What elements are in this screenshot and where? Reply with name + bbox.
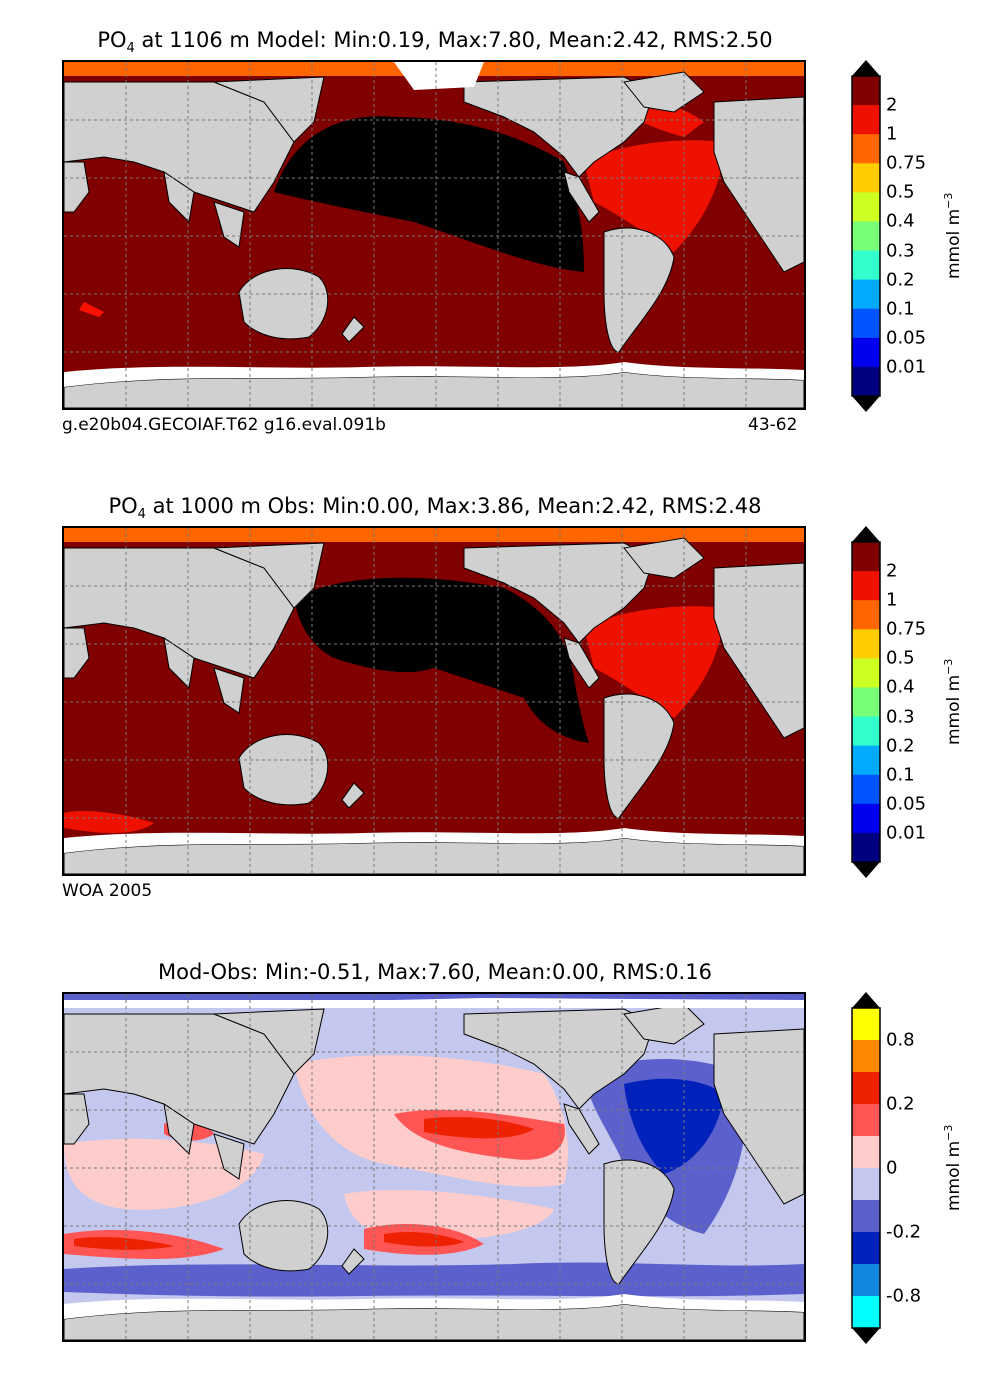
colorbar-tick-label: 0.2 <box>886 1093 915 1115</box>
colorbar-extend-bottom <box>852 396 880 412</box>
colorbar-tick-label: 0.01 <box>886 356 927 378</box>
colorbar-tick-label: 0.4 <box>886 676 915 698</box>
colorbar-tick-label: 0 <box>886 1157 898 1179</box>
colorbar-tick-label: -0.2 <box>886 1221 922 1243</box>
colorbar-unit: mmol m−3 <box>942 658 964 746</box>
colorbar-tick-label: 1 <box>886 589 898 611</box>
colorbar-tick-label: 0.75 <box>886 618 927 640</box>
colorbar-tick-label: 0.5 <box>886 181 915 203</box>
obs-map-plot <box>64 528 804 874</box>
colorbar-unit: mmol m−3 <box>942 1124 964 1212</box>
colorbar-swatch <box>852 221 880 252</box>
colorbar-extend-bottom <box>852 862 880 878</box>
panel-title: PO4 at 1000 m Obs: Min:0.00, Max:3.86, M… <box>108 494 762 523</box>
colorbar-swatch <box>852 105 880 135</box>
colorbar-unit: mmol m−3 <box>942 192 964 280</box>
colorbar-tick-label: 0.5 <box>886 647 915 669</box>
colorbar-swatch <box>852 571 880 601</box>
colorbar-swatch <box>852 192 880 222</box>
colorbar <box>851 60 881 412</box>
colorbar-extend-top <box>852 992 880 1008</box>
colorbar-swatch <box>852 1296 880 1329</box>
colorbar-swatch <box>852 832 880 863</box>
colorbar-swatch <box>852 745 880 776</box>
colorbar-frame <box>851 1007 881 1329</box>
diff-panel: Mod-Obs: Min:-0.51, Max:7.60, Mean:0.00,… <box>0 932 995 1372</box>
colorbar-swatch <box>852 308 880 339</box>
year-range: 43-62 <box>748 415 798 435</box>
diff-map <box>62 992 806 1342</box>
colorbar-tick-label: 0.3 <box>886 706 915 728</box>
colorbar-swatch <box>852 1136 880 1169</box>
model-map-plot <box>64 62 804 408</box>
colorbar-swatch <box>852 1072 880 1105</box>
colorbar-tick-label: 0.4 <box>886 210 915 232</box>
colorbar-svg <box>851 992 881 1344</box>
colorbar-tick-label: -0.8 <box>886 1285 922 1307</box>
colorbar-swatch <box>852 76 880 106</box>
panel-title: Mod-Obs: Min:-0.51, Max:7.60, Mean:0.00,… <box>158 960 712 984</box>
diff-map-plot <box>64 994 804 1340</box>
model-map <box>62 60 806 410</box>
colorbar-svg <box>851 526 881 878</box>
colorbar-tick-label: 0.1 <box>886 764 915 786</box>
colorbar-tick-label: 0.75 <box>886 152 927 174</box>
colorbar-swatch <box>852 629 880 659</box>
colorbar-swatch <box>852 1104 880 1137</box>
colorbar <box>851 526 881 878</box>
colorbar <box>851 992 881 1344</box>
colorbar-extend-top <box>852 60 880 76</box>
colorbar-svg <box>851 60 881 412</box>
colorbar-tick-label: 0.1 <box>886 298 915 320</box>
colorbar-swatch <box>852 774 880 805</box>
colorbar-swatch <box>852 366 880 397</box>
colorbar-swatch <box>852 337 880 368</box>
colorbar-tick-label: 0.01 <box>886 822 927 844</box>
colorbar-swatch <box>852 687 880 718</box>
colorbar-swatch <box>852 1232 880 1265</box>
colorbar-swatch <box>852 600 880 630</box>
model-panel: PO4 at 1106 m Model: Min:0.19, Max:7.80,… <box>0 0 995 450</box>
colorbar-swatch <box>852 134 880 164</box>
panel-title: PO4 at 1106 m Model: Min:0.19, Max:7.80,… <box>97 28 773 57</box>
colorbar-frame <box>851 541 881 863</box>
colorbar-extend-bottom <box>852 1328 880 1344</box>
colorbar-extend-top <box>852 526 880 542</box>
colorbar-tick-label: 0.8 <box>886 1029 915 1051</box>
colorbar-tick-label: 0.05 <box>886 793 927 815</box>
colorbar-swatch <box>852 1168 880 1201</box>
colorbar-swatch <box>852 542 880 572</box>
colorbar-tick-label: 0.05 <box>886 327 927 349</box>
colorbar-swatch <box>852 803 880 834</box>
colorbar-swatch <box>852 1264 880 1297</box>
colorbar-swatch <box>852 250 880 281</box>
colorbar-tick-label: 2 <box>886 560 898 582</box>
colorbar-tick-label: 0.2 <box>886 735 915 757</box>
colorbar-tick-label: 1 <box>886 123 898 145</box>
colorbar-swatch <box>852 658 880 688</box>
colorbar-swatch <box>852 1040 880 1073</box>
colorbar-swatch <box>852 163 880 193</box>
colorbar-tick-label: 0.3 <box>886 240 915 262</box>
colorbar-swatch <box>852 279 880 310</box>
obs-panel: PO4 at 1000 m Obs: Min:0.00, Max:3.86, M… <box>0 466 995 916</box>
colorbar-swatch <box>852 1008 880 1041</box>
run-name: g.e20b04.GECOIAF.T62 g16.eval.091b <box>62 415 386 435</box>
obs-source: WOA 2005 <box>62 881 153 901</box>
obs-map <box>62 526 806 876</box>
colorbar-swatch <box>852 1200 880 1233</box>
colorbar-tick-label: 0.2 <box>886 269 915 291</box>
colorbar-tick-label: 2 <box>886 94 898 116</box>
colorbar-swatch <box>852 716 880 747</box>
colorbar-frame <box>851 75 881 397</box>
